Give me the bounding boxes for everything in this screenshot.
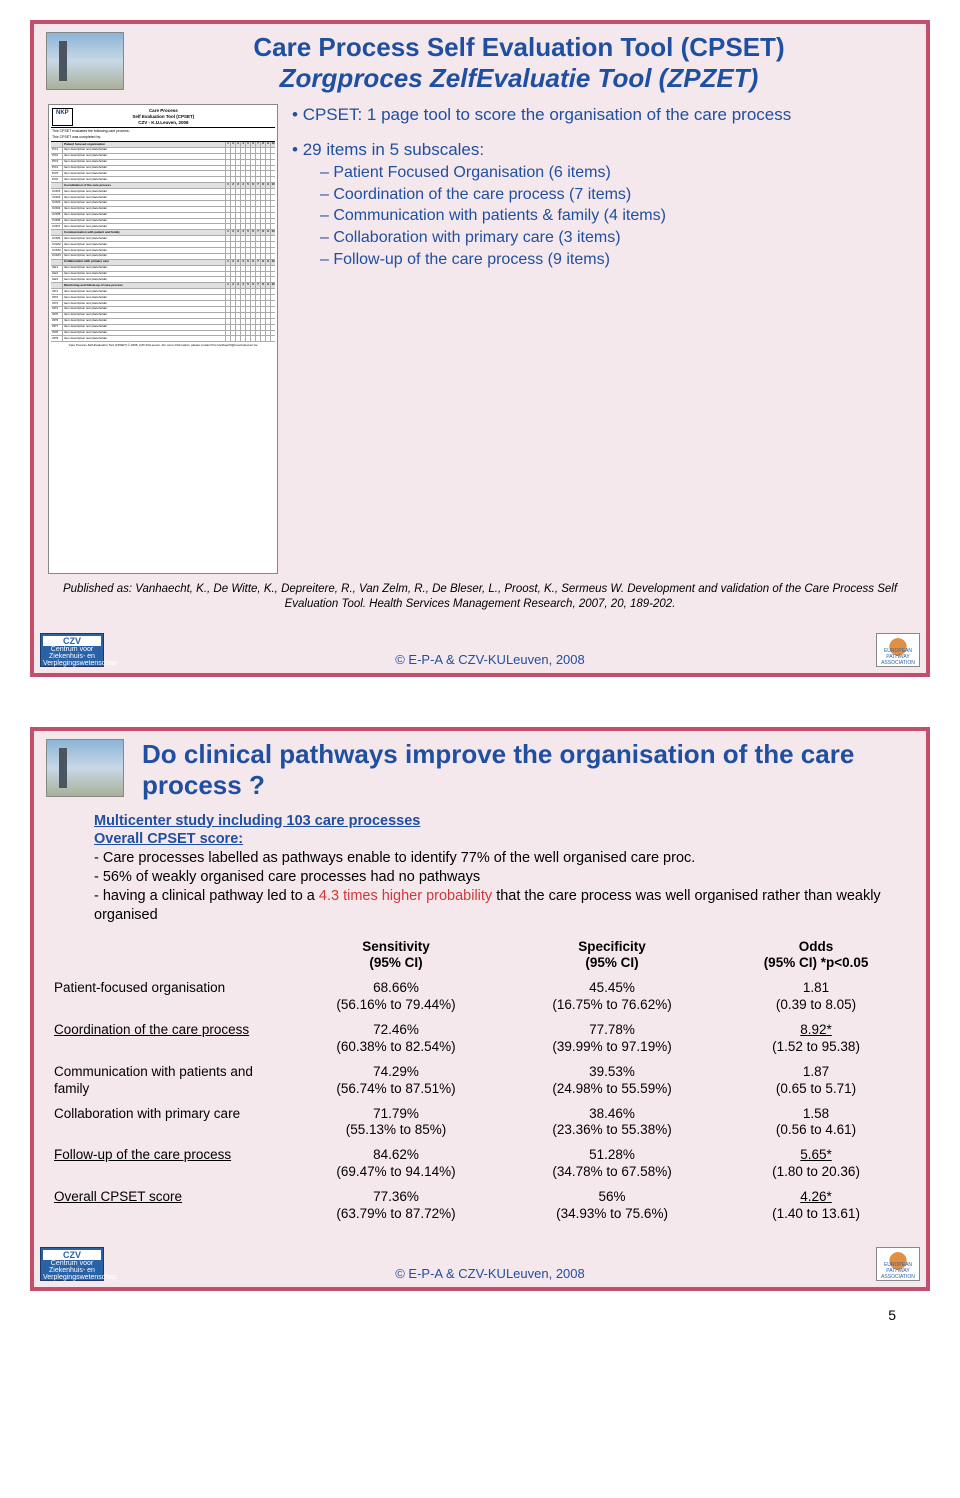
- sensitivity: 72.46%(60.38% to 82.54%): [288, 1018, 504, 1060]
- citation-text: Published as: Vanhaecht, K., De Witte, K…: [34, 578, 926, 613]
- intro-highlight-2: Overall CPSET score:: [94, 831, 243, 847]
- sensitivity: 84.62%(69.47% to 94.14%): [288, 1143, 504, 1185]
- header-thumbnail: [46, 32, 124, 90]
- title-line2: Zorgproces ZelfEvaluatie Tool (ZPZET): [280, 63, 759, 93]
- epa-logo-text: EUROPEAN PATHWAY ASSOCIATION: [877, 1262, 919, 1280]
- intro-block: Multicenter study including 103 care pro…: [34, 806, 926, 935]
- specificity: 39.53%(24.98% to 55.59%): [504, 1060, 720, 1102]
- slide2-footer: CZV Centrum voor Ziekenhuis- en Verplegi…: [40, 1247, 920, 1281]
- copyright-text: © E-P-A & CZV-KULeuven, 2008: [395, 652, 585, 667]
- bullet-list: CPSET: 1 page tool to score the organisa…: [292, 104, 912, 574]
- specificity: 77.78%(39.99% to 97.19%): [504, 1018, 720, 1060]
- specificity: 45.45%(16.75% to 76.62%): [504, 976, 720, 1018]
- sub-bullet-3: Communication with patients & family (4 …: [320, 205, 912, 227]
- odds: 4.26*(1.40 to 13.61): [720, 1185, 912, 1227]
- sensitivity: 71.79%(55.13% to 85%): [288, 1102, 504, 1144]
- sub-bullet-4: Collaboration with primary care (3 items…: [320, 227, 912, 249]
- bullet-2: 29 items in 5 subscales: Patient Focused…: [292, 139, 912, 270]
- slide2-header: Do clinical pathways improve the organis…: [34, 731, 926, 805]
- col-header: Odds(95% CI) *p<0.05: [720, 935, 912, 977]
- odds: 1.87(0.65 to 5.71): [720, 1060, 912, 1102]
- sub-bullet-2: Coordination of the care process (7 item…: [320, 184, 912, 206]
- odds: 1.58(0.56 to 4.61): [720, 1102, 912, 1144]
- intro-line-1: - Care processes labelled as pathways en…: [94, 850, 695, 866]
- row-label: Coordination of the care process: [48, 1018, 288, 1060]
- sensitivity: 77.36%(63.79% to 87.72%): [288, 1185, 504, 1227]
- intro-line-3b: 4.3 times higher probability: [319, 888, 492, 904]
- slide2-title: Do clinical pathways improve the organis…: [124, 739, 914, 801]
- epa-logo: EUROPEAN PATHWAY ASSOCIATION: [876, 1247, 920, 1281]
- page-number: 5: [888, 1307, 896, 1323]
- odds: 1.81(0.39 to 8.05): [720, 976, 912, 1018]
- sub-bullet-1: Patient Focused Organisation (6 items): [320, 162, 912, 184]
- slide-cpset: Care Process Self Evaluation Tool (CPSET…: [30, 20, 930, 677]
- col-header: [48, 935, 288, 977]
- czv-logo: CZV Centrum voor Ziekenhuis- en Verplegi…: [40, 633, 104, 667]
- table-row: Coordination of the care process72.46%(6…: [48, 1018, 912, 1060]
- specificity: 51.28%(34.78% to 67.58%): [504, 1143, 720, 1185]
- specificity: 56%(34.93% to 75.6%): [504, 1185, 720, 1227]
- slide1-footer: CZV Centrum voor Ziekenhuis- en Verplegi…: [40, 633, 920, 667]
- col-header: Specificity(95% CI): [504, 935, 720, 977]
- czv-logo-sub: Centrum voor Ziekenhuis- en Verplegingsw…: [43, 646, 101, 667]
- intro-line-3a: - having a clinical pathway led to a: [94, 888, 319, 904]
- specificity: 38.46%(23.36% to 55.38%): [504, 1102, 720, 1144]
- czv-logo: CZV Centrum voor Ziekenhuis- en Verplegi…: [40, 1247, 104, 1281]
- bullet-2-text: 29 items in 5 subscales:: [303, 140, 484, 159]
- slide1-header: Care Process Self Evaluation Tool (CPSET…: [34, 24, 926, 98]
- row-label: Overall CPSET score: [48, 1185, 288, 1227]
- row-label: Follow-up of the care process: [48, 1143, 288, 1185]
- epa-logo: EUROPEAN PATHWAY ASSOCIATION: [876, 633, 920, 667]
- row-label: Collaboration with primary care: [48, 1102, 288, 1144]
- bullet-1: CPSET: 1 page tool to score the organisa…: [292, 104, 912, 127]
- slide-results: Do clinical pathways improve the organis…: [30, 727, 930, 1291]
- row-label: Patient-focused organisation: [48, 976, 288, 1018]
- header-thumbnail: [46, 739, 124, 797]
- odds: 5.65*(1.80 to 20.36): [720, 1143, 912, 1185]
- col-header: Sensitivity(95% CI): [288, 935, 504, 977]
- title-line1: Care Process Self Evaluation Tool (CPSET…: [253, 32, 784, 62]
- table-row: Patient-focused organisation68.66%(56.16…: [48, 976, 912, 1018]
- table-row: Collaboration with primary care71.79%(55…: [48, 1102, 912, 1144]
- slide1-title: Care Process Self Evaluation Tool (CPSET…: [124, 32, 914, 94]
- czv-logo-top: CZV: [43, 636, 101, 646]
- cpset-form-thumbnail: NKPCare ProcessSelf Evaluation Tool (CPS…: [48, 104, 278, 574]
- czv-logo-sub: Centrum voor Ziekenhuis- en Verplegingsw…: [43, 1260, 101, 1281]
- results-table: Sensitivity(95% CI)Specificity(95% CI)Od…: [48, 935, 912, 1227]
- sensitivity: 68.66%(56.16% to 79.44%): [288, 976, 504, 1018]
- odds: 8.92*(1.52 to 95.38): [720, 1018, 912, 1060]
- sensitivity: 74.29%(56.74% to 87.51%): [288, 1060, 504, 1102]
- intro-line-2: - 56% of weakly organised care processes…: [94, 869, 480, 885]
- copyright-text: © E-P-A & CZV-KULeuven, 2008: [395, 1266, 585, 1281]
- intro-highlight-1: Multicenter study including 103 care pro…: [94, 813, 420, 829]
- table-row: Overall CPSET score77.36%(63.79% to 87.7…: [48, 1185, 912, 1227]
- table-row: Communication with patients and family74…: [48, 1060, 912, 1102]
- epa-logo-text: EUROPEAN PATHWAY ASSOCIATION: [877, 648, 919, 666]
- czv-logo-top: CZV: [43, 1250, 101, 1260]
- slide1-body: NKPCare ProcessSelf Evaluation Tool (CPS…: [34, 98, 926, 578]
- sub-bullet-5: Follow-up of the care process (9 items): [320, 249, 912, 271]
- table-row: Follow-up of the care process84.62%(69.4…: [48, 1143, 912, 1185]
- row-label: Communication with patients and family: [48, 1060, 288, 1102]
